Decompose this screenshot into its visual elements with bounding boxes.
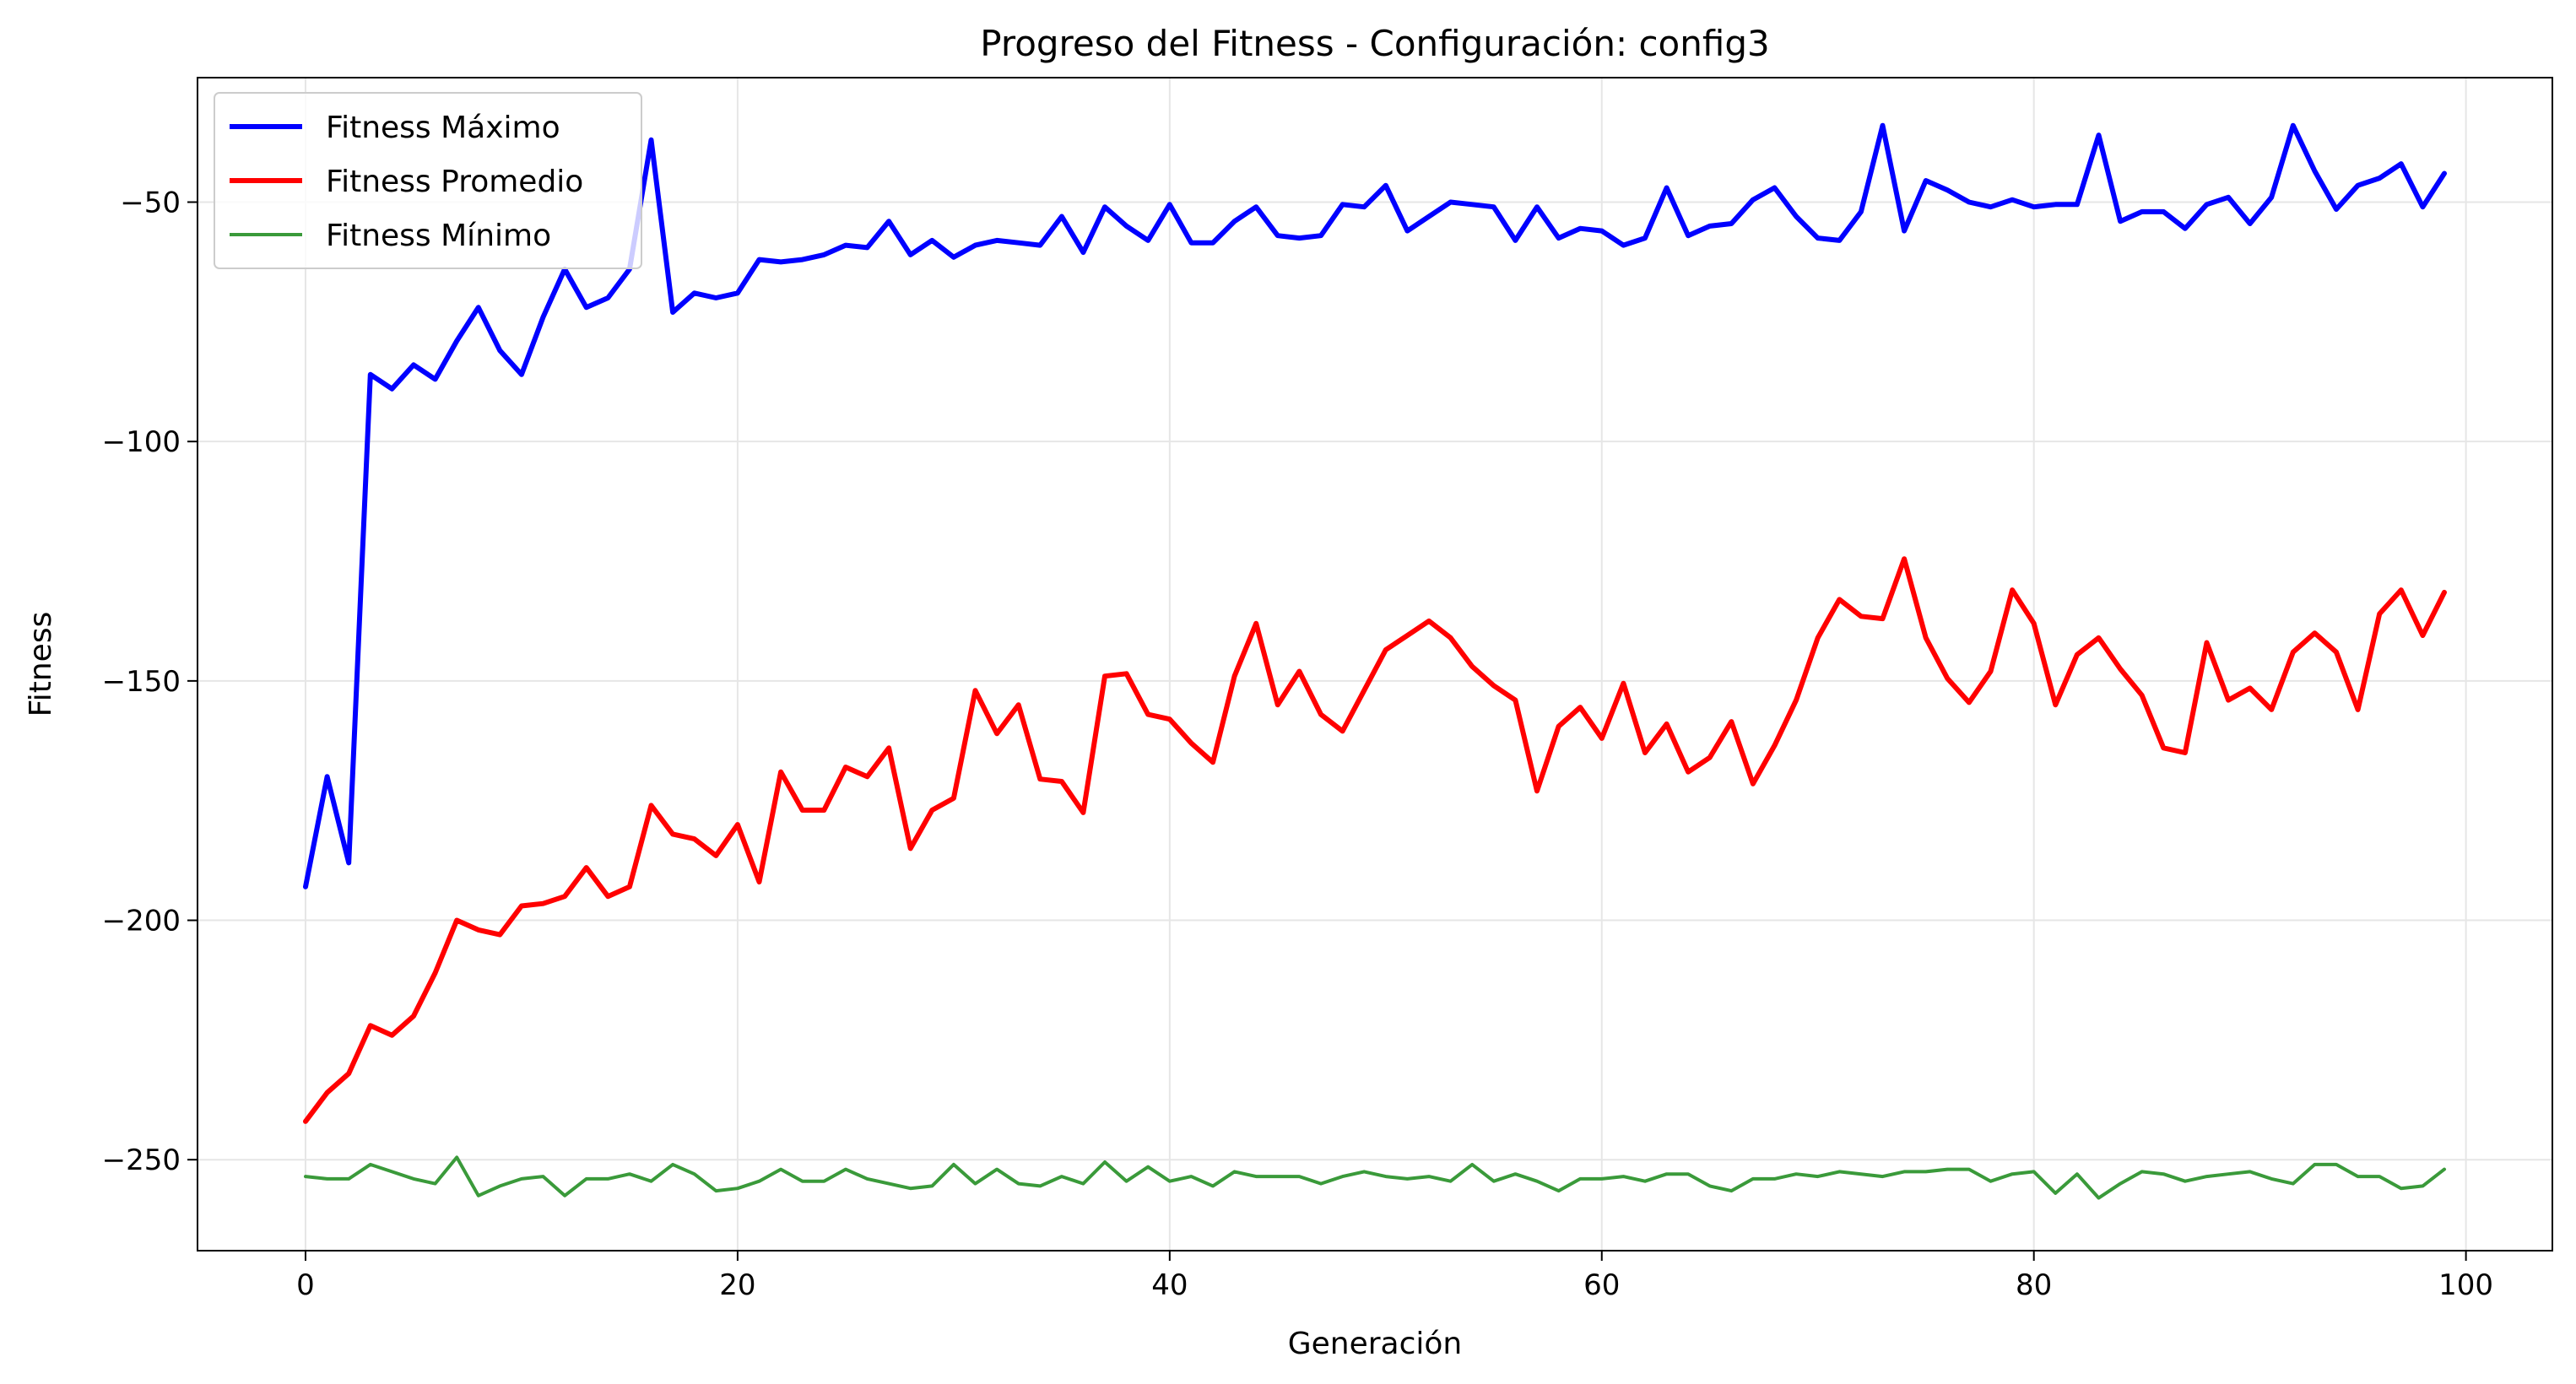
x-tick-label: 60 [1583,1268,1620,1302]
y-tick-label: −100 [102,425,181,459]
legend-label-fitness-promedio: Fitness Promedio [326,165,583,199]
legend-label-fitness-minimo: Fitness Mínimo [326,219,551,253]
x-tick-label: 0 [296,1268,315,1302]
x-tick-label: 40 [1151,1268,1188,1302]
x-tick-label: 80 [2016,1268,2052,1302]
y-tick-label: −50 [120,187,181,220]
axis-ticks: 0 20 40 60 80 100 −50 −100 −150 −200 −250 [102,187,2493,1302]
series-line-fitness-promedio [303,556,2447,1124]
legend: Fitness Máximo Fitness Promedio Fitness … [214,92,642,269]
legend-label-fitness-maximo: Fitness Máximo [326,111,560,145]
y-tick-label: −150 [102,665,181,699]
grid-lines [198,78,2552,1251]
y-tick-label: −200 [102,905,181,938]
y-tick-label: −250 [102,1143,181,1177]
chart-title: Progreso del Fitness - Configuración: co… [980,23,1769,64]
legend-box [214,92,642,269]
series-lines [303,122,2447,1200]
series-line-fitness-maximo [303,122,2447,889]
axes-frame [197,77,2553,1252]
series-line-fitness-minimo [304,1155,2446,1200]
x-tick-label: 20 [719,1268,755,1302]
y-axis-label: Fitness [24,612,58,717]
x-tick-label: 100 [2438,1268,2493,1302]
x-axis-label: Generación [1288,1327,1463,1361]
